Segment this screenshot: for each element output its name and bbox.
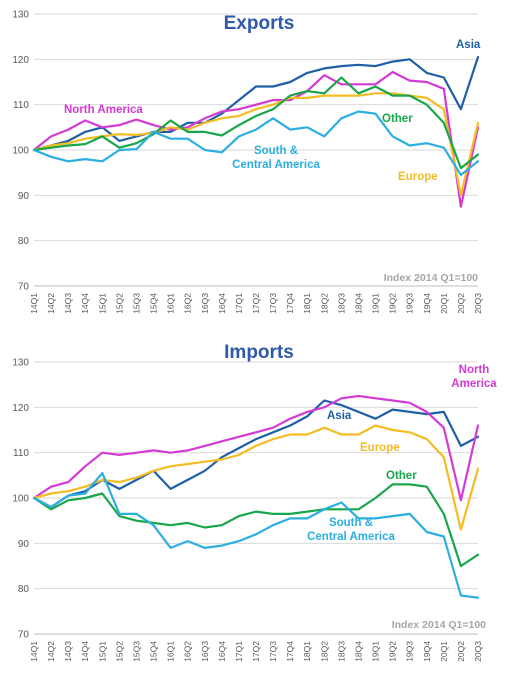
x-tick-label: 14Q2 [46, 293, 56, 314]
x-tick-label: 16Q4 [217, 293, 227, 314]
series-line-asia [32, 56, 480, 152]
y-tick-label: 130 [12, 358, 29, 369]
series-line-europe [32, 424, 480, 531]
x-tick-label: 16Q1 [166, 293, 176, 314]
x-tick-label: 14Q1 [29, 641, 39, 662]
exports-chart: Exports 70 80 90 100 110 120 130 14Q1 14Q2 14Q3 14… [12, 10, 483, 314]
series-label-asia: Asia [456, 39, 481, 51]
index-note: Index 2014 Q1=100 [392, 619, 486, 631]
x-tick-label: 18Q2 [319, 641, 329, 662]
x-tick-label: 16Q2 [183, 293, 193, 314]
y-tick-label: 100 [12, 494, 29, 505]
series-line-south-and-central-america [32, 472, 480, 599]
x-tick-label: 14Q4 [80, 293, 90, 314]
x-tick-label: 14Q4 [80, 641, 90, 662]
y-tick-label: 80 [18, 584, 30, 595]
x-tick-label: 16Q3 [200, 293, 210, 314]
x-tick-label: 16Q4 [217, 641, 227, 662]
imports-chart: Imports 70 80 90 100 110 120 130 14Q1 14Q2 14Q3 14… [12, 342, 497, 662]
y-tick-label: 110 [13, 100, 29, 111]
x-tick-label: 15Q1 [97, 641, 107, 662]
x-tick-label: 20Q2 [456, 641, 466, 662]
x-tick-label: 20Q1 [439, 641, 449, 662]
x-tick-label: 14Q3 [63, 293, 73, 314]
y-tick-label: 90 [18, 539, 30, 550]
x-tick-label: 16Q2 [183, 641, 193, 662]
y-tick-label: 80 [18, 236, 30, 247]
series-line-north-america [32, 394, 480, 502]
x-tick-label: 18Q4 [353, 641, 363, 662]
x-tick-label: 15Q4 [149, 293, 159, 314]
series-label-south-and-central-america: South & Central America [307, 517, 395, 543]
y-tick-label: 90 [18, 191, 30, 202]
x-tick-label: 17Q1 [234, 293, 244, 314]
x-tick-label: 19Q3 [405, 293, 415, 314]
x-tick-label: 19Q2 [388, 641, 398, 662]
x-tick-label: 18Q3 [336, 293, 346, 314]
x-tick-label: 18Q1 [302, 293, 312, 314]
series-label-other: Other [382, 113, 413, 125]
y-tick-label: 120 [12, 403, 29, 414]
chart-title: Exports [224, 13, 295, 34]
y-tick-label: 100 [12, 146, 29, 157]
x-tick-label: 15Q2 [114, 641, 124, 662]
x-tick-label: 20Q3 [473, 641, 483, 662]
x-tick-label: 18Q1 [302, 641, 312, 662]
y-tick-label: 120 [12, 55, 29, 66]
chart-title: Imports [224, 342, 294, 363]
y-tick-label: 110 [13, 448, 29, 459]
x-tick-label: 14Q2 [46, 641, 56, 662]
x-tick-label: 15Q3 [131, 641, 141, 662]
x-tick-label: 20Q3 [473, 293, 483, 314]
x-tick-label: 18Q4 [353, 293, 363, 314]
x-tick-label: 17Q3 [268, 293, 278, 314]
series-label-other: Other [386, 470, 417, 482]
x-tick-label: 20Q1 [439, 293, 449, 314]
series-line-north-america [32, 70, 480, 208]
x-tick-label: 15Q2 [114, 293, 124, 314]
x-tick-label: 14Q3 [63, 641, 73, 662]
x-tick-label: 19Q3 [405, 641, 415, 662]
series-line-other [32, 483, 480, 568]
x-tick-label: 15Q3 [131, 293, 141, 314]
y-tick-label: 70 [18, 282, 30, 293]
x-tick-label: 17Q4 [285, 641, 295, 662]
x-tick-label: 15Q1 [97, 293, 107, 314]
series-label-north-america: North America [64, 104, 143, 116]
y-tick-label: 70 [18, 630, 30, 641]
x-tick-label: 17Q4 [285, 293, 295, 314]
x-tick-label: 17Q2 [251, 641, 261, 662]
x-tick-label: 17Q2 [251, 293, 261, 314]
series-line-other [32, 76, 480, 170]
x-tick-label: 18Q2 [319, 293, 329, 314]
x-tick-label: 19Q4 [422, 641, 432, 662]
x-tick-label: 14Q1 [29, 293, 39, 314]
series-line-asia [32, 399, 480, 509]
x-tick-label: 16Q1 [166, 641, 176, 662]
x-tick-label: 19Q1 [371, 293, 381, 314]
x-tick-label: 16Q3 [200, 641, 210, 662]
x-tick-label: 20Q2 [456, 293, 466, 314]
x-tick-label: 19Q4 [422, 293, 432, 314]
x-tick-label: 15Q4 [149, 641, 159, 662]
series-label-south-and-central-america: South & Central America [232, 145, 320, 171]
series-label-europe: Europe [360, 442, 400, 454]
y-tick-label: 130 [12, 10, 29, 21]
series-line-south-and-central-america [32, 110, 480, 176]
x-tick-label: 18Q3 [336, 641, 346, 662]
series-label-europe: Europe [398, 171, 438, 183]
index-note: Index 2014 Q1=100 [384, 272, 478, 284]
x-tick-label: 19Q2 [388, 293, 398, 314]
x-tick-label: 19Q1 [371, 641, 381, 662]
series-label-north-america: North America [451, 364, 497, 390]
series-label-asia: Asia [327, 410, 352, 422]
x-tick-label: 17Q3 [268, 641, 278, 662]
x-tick-label: 17Q1 [234, 641, 244, 662]
